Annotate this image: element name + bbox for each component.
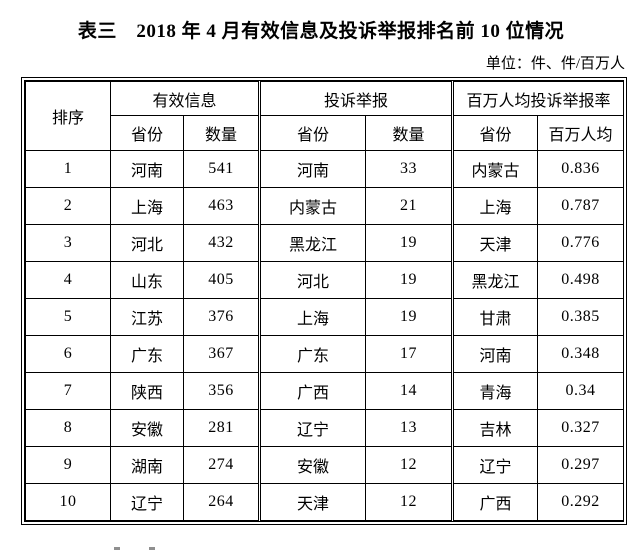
table-row: 7 陕西 356 广西 14 青海 0.34 [25, 372, 625, 410]
table-title: 表三 2018 年 4 月有效信息及投诉举报排名前 10 位情况 [77, 21, 565, 42]
cell-complaint-count: 12 [365, 483, 454, 521]
cell-complaint-province: 内蒙古 [258, 187, 367, 225]
header-complaint-count: 数量 [365, 115, 454, 151]
cell-complaint-count: 19 [365, 298, 454, 336]
cell-valid-count: 463 [182, 187, 261, 225]
cell-complaint-province: 河南 [258, 150, 367, 188]
table-row: 10 辽宁 264 天津 12 广西 0.292 [25, 483, 625, 521]
cell-complaint-province: 辽宁 [258, 409, 367, 447]
cell-rate-province: 辽宁 [451, 446, 539, 484]
header-rate-value: 百万人均 [537, 115, 625, 151]
cell-valid-count: 541 [182, 150, 261, 188]
ranking-table-frame: 排序 有效信息 投诉举报 百万人均投诉举报率 省份 数量 省份 数量 省份 百万… [21, 77, 627, 525]
cell-complaint-province: 安徽 [258, 446, 367, 484]
cell-rate-province: 内蒙古 [451, 150, 539, 188]
cutoff-text-artifact [149, 547, 155, 550]
cell-rate-value: 0.348 [537, 335, 625, 373]
cell-rate-province: 上海 [451, 187, 539, 225]
cell-rank: 2 [25, 187, 111, 225]
cell-rank: 7 [25, 372, 111, 410]
table-row: 6 广东 367 广东 17 河南 0.348 [25, 335, 625, 373]
cell-rate-value: 0.787 [537, 187, 625, 225]
cell-rate-value: 0.34 [537, 372, 625, 410]
cell-complaint-count: 19 [365, 224, 454, 262]
cell-valid-province: 山东 [110, 261, 184, 299]
cell-rank: 3 [25, 224, 111, 262]
table-row: 2 上海 463 内蒙古 21 上海 0.787 [25, 187, 625, 225]
cell-rate-province: 青海 [451, 372, 539, 410]
cell-complaint-count: 13 [365, 409, 454, 447]
table-row: 9 湖南 274 安徽 12 辽宁 0.297 [25, 446, 625, 484]
cell-complaint-province: 上海 [258, 298, 367, 336]
cell-valid-count: 405 [182, 261, 261, 299]
cell-valid-count: 356 [182, 372, 261, 410]
cell-rank: 1 [25, 150, 111, 188]
cell-complaint-count: 14 [365, 372, 454, 410]
cell-valid-province: 广东 [110, 335, 184, 373]
cell-valid-count: 264 [182, 483, 261, 521]
cell-rate-value: 0.292 [537, 483, 625, 521]
table-row: 3 河北 432 黑龙江 19 天津 0.776 [25, 224, 625, 262]
cell-complaint-province: 天津 [258, 483, 367, 521]
header-valid-province: 省份 [110, 115, 184, 151]
table-row: 5 江苏 376 上海 19 甘肃 0.385 [25, 298, 625, 336]
cell-complaint-count: 21 [365, 187, 454, 225]
cutoff-text-artifact [114, 547, 120, 550]
header-group-row: 排序 有效信息 投诉举报 百万人均投诉举报率 [25, 81, 625, 151]
cell-rate-province: 广西 [451, 483, 539, 521]
header-complaint-province: 省份 [258, 115, 367, 151]
cell-complaint-province: 广东 [258, 335, 367, 373]
ranking-table: 排序 有效信息 投诉举报 百万人均投诉举报率 省份 数量 省份 数量 省份 百万… [25, 81, 625, 521]
header-sub-row: 省份 数量 省份 数量 省份 百万人均 [26, 115, 625, 151]
cell-complaint-count: 33 [365, 150, 454, 188]
table-row: 1 河南 541 河南 33 内蒙古 0.836 [25, 150, 625, 188]
cell-complaint-count: 19 [365, 261, 454, 299]
unit-note: 单位：件、件/百万人 [485, 56, 625, 72]
header-rank: 排序 [25, 81, 111, 151]
cell-rank: 10 [25, 483, 111, 521]
cell-rank: 5 [25, 298, 111, 336]
cell-rate-province: 吉林 [451, 409, 539, 447]
cell-valid-province: 河南 [110, 150, 184, 188]
cell-rate-value: 0.327 [537, 409, 625, 447]
cell-rate-value: 0.776 [537, 224, 625, 262]
cell-valid-count: 281 [182, 409, 261, 447]
cell-rank: 8 [25, 409, 111, 447]
header-rate-province: 省份 [451, 115, 539, 151]
cell-complaint-count: 12 [365, 446, 454, 484]
cell-rank: 4 [25, 261, 111, 299]
cell-complaint-province: 黑龙江 [258, 224, 367, 262]
table-row: 8 安徽 281 辽宁 13 吉林 0.327 [25, 409, 625, 447]
cell-rate-province: 黑龙江 [451, 261, 539, 299]
cell-valid-province: 安徽 [110, 409, 184, 447]
cell-rate-province: 甘肃 [451, 298, 539, 336]
cell-rate-province: 河南 [451, 335, 539, 373]
header-valid-count: 数量 [182, 115, 261, 151]
header-group-per-million-rate: 百万人均投诉举报率 [451, 81, 625, 116]
cell-rate-value: 0.498 [537, 261, 625, 299]
cell-valid-province: 江苏 [110, 298, 184, 336]
cell-complaint-count: 17 [365, 335, 454, 373]
header-group-complaints: 投诉举报 [258, 81, 454, 116]
cell-valid-province: 辽宁 [110, 483, 184, 521]
cell-complaint-province: 河北 [258, 261, 367, 299]
cell-valid-province: 上海 [110, 187, 184, 225]
cell-rank: 6 [25, 335, 111, 373]
cell-valid-province: 河北 [110, 224, 184, 262]
cell-valid-province: 湖南 [110, 446, 184, 484]
cell-valid-count: 367 [182, 335, 261, 373]
table-row: 4 山东 405 河北 19 黑龙江 0.498 [25, 261, 625, 299]
cell-valid-count: 274 [182, 446, 261, 484]
cell-rate-value: 0.836 [537, 150, 625, 188]
cell-valid-count: 376 [182, 298, 261, 336]
cell-rate-value: 0.385 [537, 298, 625, 336]
cell-rate-province: 天津 [451, 224, 539, 262]
cell-complaint-province: 广西 [258, 372, 367, 410]
cell-rate-value: 0.297 [537, 446, 625, 484]
cell-valid-count: 432 [182, 224, 261, 262]
header-group-valid-info: 有效信息 [109, 81, 261, 116]
cell-valid-province: 陕西 [110, 372, 184, 410]
cell-rank: 9 [25, 446, 111, 484]
